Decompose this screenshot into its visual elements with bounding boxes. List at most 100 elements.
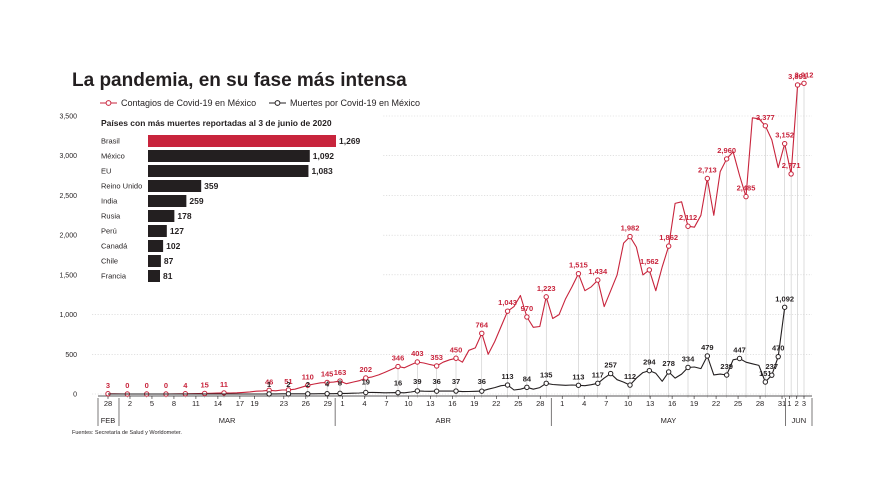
bar bbox=[148, 225, 167, 237]
data-label: 2,112 bbox=[679, 213, 697, 222]
legend-marker-contagios bbox=[105, 100, 112, 106]
month-label: MAR bbox=[219, 416, 236, 425]
data-point bbox=[685, 223, 691, 229]
data-label: 346 bbox=[392, 354, 405, 363]
x-tick-label: 5 bbox=[150, 399, 154, 408]
legend-marker-muertes bbox=[274, 100, 281, 106]
x-tick-label: 13 bbox=[646, 399, 654, 408]
data-point bbox=[627, 382, 633, 388]
data-label: 1 bbox=[267, 380, 271, 389]
data-point bbox=[685, 364, 691, 371]
x-tick-label: 29 bbox=[324, 399, 332, 408]
data-label: 2,485 bbox=[737, 184, 756, 193]
data-label: 113 bbox=[572, 372, 584, 381]
bar-category-label: Francia bbox=[101, 272, 127, 281]
bar bbox=[148, 270, 160, 282]
data-point bbox=[743, 193, 749, 200]
x-tick-label: 7 bbox=[384, 399, 388, 408]
data-label: 36 bbox=[478, 377, 486, 386]
x-tick-label: 13 bbox=[426, 399, 434, 408]
data-label: 278 bbox=[662, 359, 675, 368]
y-tick-label: 1,500 bbox=[59, 272, 77, 279]
data-label: 334 bbox=[682, 354, 695, 363]
bar bbox=[148, 255, 161, 267]
data-label: 2 bbox=[306, 380, 310, 389]
y-tick-label: 0 bbox=[73, 392, 77, 399]
bar-value-label: 1,269 bbox=[339, 136, 361, 146]
x-tick-label: 26 bbox=[302, 399, 310, 408]
bar-value-label: 81 bbox=[163, 271, 173, 281]
bar-value-label: 1,092 bbox=[313, 151, 335, 161]
data-label: 3,891 bbox=[788, 72, 807, 81]
y-tick-label: 3,000 bbox=[59, 153, 77, 160]
data-point bbox=[607, 370, 614, 377]
data-point bbox=[324, 379, 330, 386]
data-label: 0 bbox=[145, 381, 149, 390]
data-point bbox=[781, 304, 788, 310]
data-label: 1,862 bbox=[659, 233, 678, 242]
x-tick-label: 28 bbox=[536, 399, 544, 408]
y-tick-label: 2,500 bbox=[59, 193, 77, 200]
data-point bbox=[762, 123, 769, 129]
chart-title: La pandemia, en su fase más intensa bbox=[72, 70, 407, 91]
bar bbox=[148, 240, 164, 252]
data-label: 117 bbox=[592, 370, 604, 379]
x-tick-label: 16 bbox=[668, 399, 676, 408]
month-label: MAY bbox=[661, 416, 677, 425]
data-label: 294 bbox=[643, 358, 656, 367]
series-line bbox=[108, 307, 786, 395]
x-tick-label: 16 bbox=[448, 399, 456, 408]
data-label: 1,043 bbox=[498, 298, 517, 307]
data-label: 8 bbox=[338, 378, 342, 387]
x-tick-label: 7 bbox=[604, 399, 608, 408]
bar-value-label: 359 bbox=[204, 181, 218, 191]
data-label: 202 bbox=[360, 365, 373, 374]
x-tick-label: 4 bbox=[582, 399, 586, 408]
data-point bbox=[704, 175, 711, 182]
y-axis-ticks: 0 500 1,000 1,500 2,000 2,500 3,000 3,500 bbox=[59, 114, 77, 399]
data-label: 112 bbox=[624, 372, 636, 381]
bar-category-label: EU bbox=[101, 167, 111, 176]
data-label: 110 bbox=[302, 372, 314, 381]
data-label: 39 bbox=[413, 377, 421, 386]
x-tick-label: 25 bbox=[734, 399, 742, 408]
data-point bbox=[646, 267, 653, 273]
data-point bbox=[433, 388, 440, 394]
data-point bbox=[305, 391, 311, 397]
bar-chart: Brasil 1,269 México 1,092 EU 1,083 Reino Unido… bbox=[101, 135, 361, 282]
data-point bbox=[775, 353, 781, 360]
data-point bbox=[665, 243, 672, 249]
data-point bbox=[453, 355, 459, 361]
bar-value-label: 178 bbox=[177, 211, 191, 221]
data-point bbox=[575, 382, 582, 388]
month-label: ABR bbox=[435, 416, 451, 425]
bar-category-label: Perú bbox=[101, 227, 117, 236]
x-tick-label: 1 bbox=[340, 399, 344, 408]
data-point bbox=[504, 382, 511, 388]
data-point bbox=[363, 389, 369, 396]
data-label: 1,562 bbox=[640, 257, 659, 266]
data-point bbox=[363, 375, 369, 381]
data-label: 11 bbox=[220, 380, 228, 389]
x-tick-label: 8 bbox=[172, 399, 176, 408]
data-label: 3,152 bbox=[775, 131, 794, 140]
x-tick-label: 28 bbox=[104, 399, 112, 408]
data-point bbox=[781, 140, 788, 147]
bar-category-label: Reino Unido bbox=[101, 182, 142, 191]
bar-value-label: 87 bbox=[164, 256, 174, 266]
data-point bbox=[453, 388, 459, 394]
bar-value-label: 1,083 bbox=[311, 166, 333, 176]
y-tick-label: 2,000 bbox=[59, 233, 77, 240]
data-point bbox=[543, 380, 549, 386]
data-point bbox=[543, 294, 549, 300]
data-label: 135 bbox=[540, 370, 553, 379]
bar-category-label: Brasil bbox=[101, 137, 120, 146]
x-tick-label: 1 bbox=[560, 399, 564, 408]
data-label: 37 bbox=[452, 377, 460, 386]
data-point bbox=[305, 382, 311, 388]
data-point bbox=[285, 391, 292, 397]
data-point bbox=[723, 372, 730, 378]
data-point bbox=[201, 390, 208, 397]
data-label: 0 bbox=[164, 381, 168, 390]
